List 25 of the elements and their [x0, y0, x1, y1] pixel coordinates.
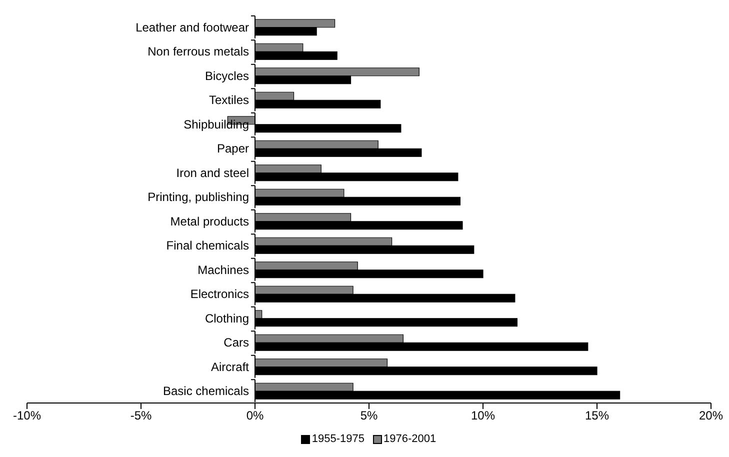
x-tick-label: -10% [12, 408, 42, 423]
legend-label: 1955-1975 [310, 433, 364, 445]
y-tick-label: Final chemicals [166, 238, 249, 253]
y-tick-label: Aircraft [210, 360, 250, 374]
x-tick-label: 0% [246, 408, 264, 423]
x-tick-label: 15% [584, 408, 610, 423]
x-tick-label: -5% [130, 408, 152, 423]
y-tick-label: Non ferrous metals [148, 44, 249, 59]
y-tick-label: Metal products [170, 214, 249, 228]
y-tick-label: Electronics [190, 287, 249, 302]
y-tick-label: Leather and footwear [136, 20, 249, 34]
y-tick-label: Printing, publishing [148, 190, 249, 204]
y-tick-label: Cars [224, 336, 249, 350]
y-tick-label: Iron and steel [176, 166, 249, 180]
y-tick-label: Machines [198, 262, 249, 277]
y-tick-label: Paper [216, 142, 249, 156]
x-tick-label: 5% [360, 408, 378, 423]
y-tick-label: Clothing [204, 311, 249, 326]
x-tick-label: 10% [470, 408, 496, 423]
x-tick-label: 20% [698, 408, 724, 423]
y-tick-label: Basic chemicals [162, 384, 249, 398]
y-tick-label: Textiles [208, 93, 249, 108]
legend-label: 1976-2001 [382, 433, 436, 445]
y-tick-label: Shipbuilding [184, 117, 249, 132]
y-tick-label: Bicycles [204, 68, 249, 83]
